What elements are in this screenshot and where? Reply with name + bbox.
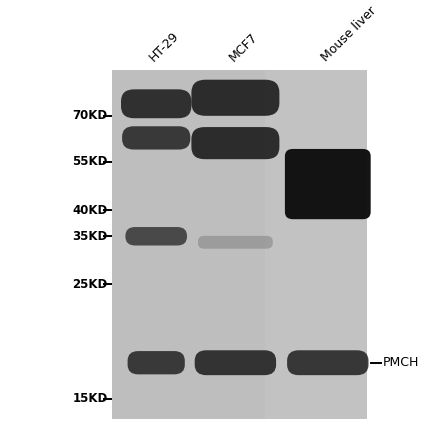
Bar: [112, 70, 367, 419]
FancyBboxPatch shape: [128, 351, 185, 374]
FancyBboxPatch shape: [191, 127, 279, 159]
FancyBboxPatch shape: [285, 149, 370, 219]
FancyBboxPatch shape: [125, 227, 187, 246]
FancyBboxPatch shape: [194, 350, 276, 375]
Text: HT-29: HT-29: [147, 29, 182, 64]
Text: MCF7: MCF7: [226, 30, 260, 64]
FancyBboxPatch shape: [122, 126, 190, 149]
Text: Mouse liver: Mouse liver: [319, 4, 378, 64]
FancyBboxPatch shape: [287, 350, 368, 375]
FancyBboxPatch shape: [191, 80, 279, 116]
FancyBboxPatch shape: [198, 236, 273, 249]
FancyBboxPatch shape: [121, 90, 191, 118]
Bar: [265, 70, 367, 419]
Text: 15KD: 15KD: [73, 392, 108, 405]
Text: 55KD: 55KD: [73, 156, 108, 168]
Text: 70KD: 70KD: [73, 109, 108, 122]
Text: PMCH: PMCH: [383, 356, 419, 369]
Text: 35KD: 35KD: [73, 230, 108, 243]
Text: 25KD: 25KD: [73, 278, 108, 291]
Text: 40KD: 40KD: [73, 204, 108, 217]
